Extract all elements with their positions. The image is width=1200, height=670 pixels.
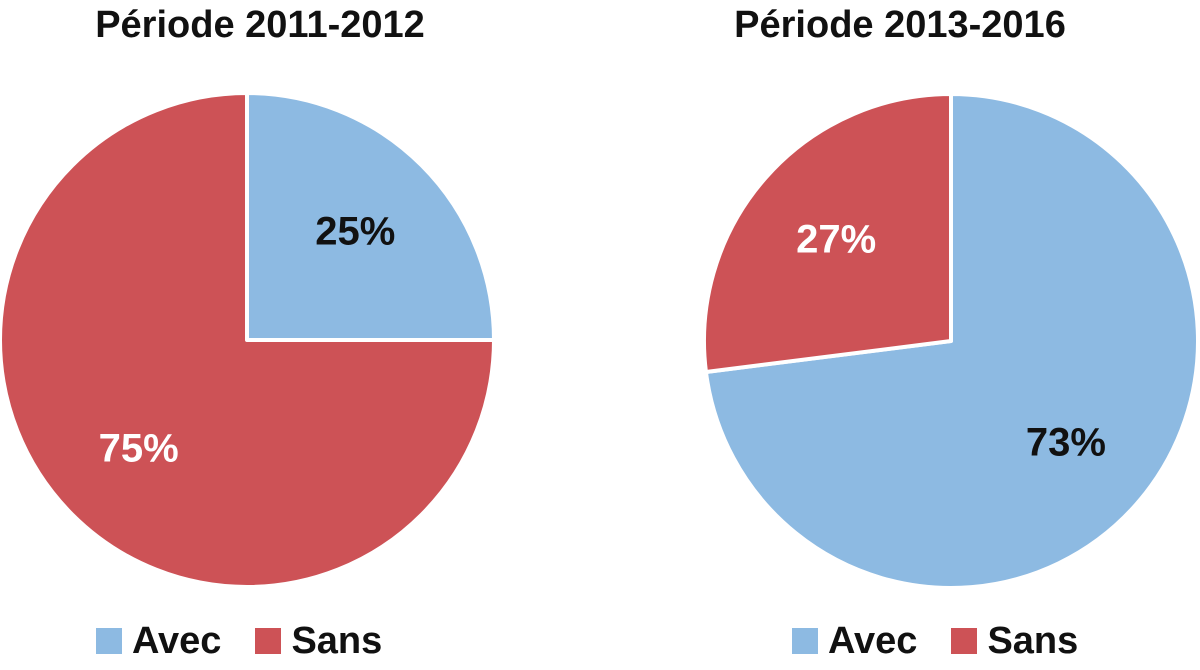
legend-swatch-avec [96, 628, 122, 654]
pie-chart-2013-2016: Période 2013-2016 73% 27% Avec Sans [600, 0, 1200, 670]
legend-item-sans: Sans [951, 618, 1078, 664]
legend: Avec Sans [96, 618, 416, 664]
legend-swatch-sans [255, 628, 282, 654]
pie-slice-sans [0, 91, 496, 589]
legend-swatch-sans [951, 628, 978, 654]
slice-label-avec: 73% [1026, 420, 1106, 464]
legend-item-avec: Avec [96, 618, 221, 664]
legend-label-sans: Sans [291, 620, 383, 662]
pie-plot: 25% 75% [0, 91, 496, 589]
legend-label-sans: Sans [987, 620, 1079, 662]
slice-label-avec: 25% [315, 210, 395, 254]
slice-label-sans: 75% [99, 426, 179, 470]
pie-plot: 73% 27% [702, 92, 1200, 590]
pie-chart-2011-2012: Période 2011-2012 25% 75% Avec Sans [0, 4, 496, 664]
legend-item-sans: Sans [255, 618, 382, 664]
legend-label-avec: Avec [828, 620, 918, 662]
chart-title: Période 2011-2012 [95, 4, 425, 46]
chart-title: Période 2013-2016 [734, 4, 1066, 46]
legend-item-avec: Avec [792, 618, 917, 664]
legend-label-avec: Avec [132, 620, 222, 662]
legend-swatch-avec [792, 628, 818, 654]
slice-label-sans: 27% [796, 218, 876, 262]
pie-slice-sans [702, 92, 953, 374]
pie-slice-avec [245, 91, 496, 342]
legend: Avec Sans [792, 618, 1112, 664]
